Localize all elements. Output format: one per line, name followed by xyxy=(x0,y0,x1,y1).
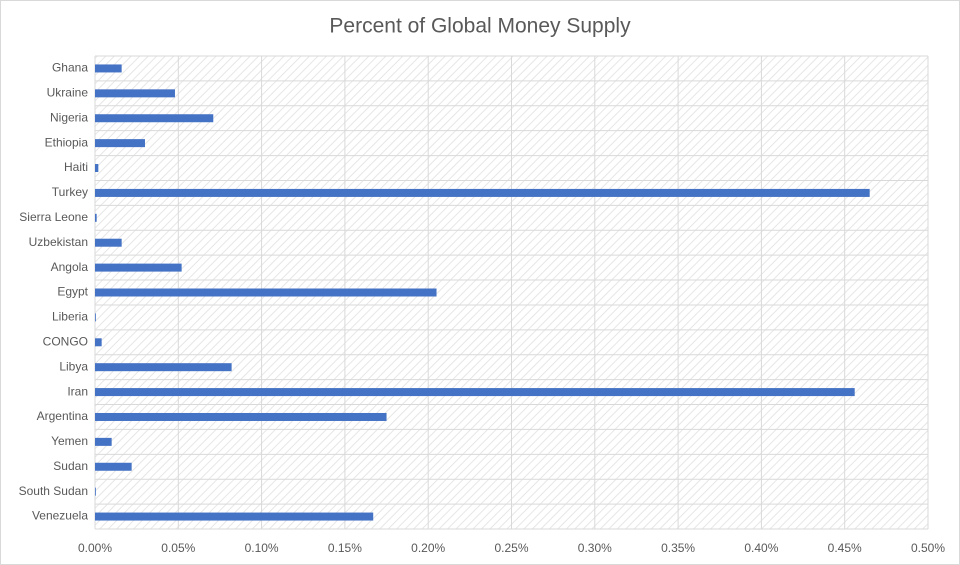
bar xyxy=(95,288,437,297)
y-tick-label: Iran xyxy=(67,384,88,398)
x-tick-label: 0.25% xyxy=(494,541,528,555)
x-tick-label: 0.10% xyxy=(245,541,279,555)
bar xyxy=(95,139,145,148)
bar xyxy=(95,164,99,173)
y-tick-label: Argentina xyxy=(37,409,89,423)
y-tick-label: Uzbekistan xyxy=(29,235,88,249)
bar xyxy=(95,89,175,98)
y-tick-label: Sudan xyxy=(53,459,88,473)
bar xyxy=(95,437,112,446)
y-tick-label: Liberia xyxy=(52,310,88,324)
y-tick-label: Libya xyxy=(59,359,88,373)
y-tick-label: Ethiopia xyxy=(45,135,89,149)
y-tick-label: Sierra Leone xyxy=(19,210,88,224)
x-tick-label: 0.50% xyxy=(911,541,945,555)
bar xyxy=(95,363,232,372)
y-tick-label: Nigeria xyxy=(50,110,88,124)
y-tick-label: Egypt xyxy=(57,285,88,299)
y-tick-label: Venezuela xyxy=(32,509,88,523)
x-tick-label: 0.15% xyxy=(328,541,362,555)
bar xyxy=(95,338,102,347)
bar xyxy=(95,313,96,322)
bar xyxy=(95,64,122,73)
bar xyxy=(95,213,97,222)
bar xyxy=(95,114,214,123)
bar xyxy=(95,462,132,471)
bar xyxy=(95,188,870,197)
y-tick-label: Ukraine xyxy=(47,86,89,100)
x-tick-label: 0.35% xyxy=(661,541,695,555)
bar xyxy=(95,512,374,521)
chart-title: Percent of Global Money Supply xyxy=(329,15,631,38)
y-tick-label: South Sudan xyxy=(19,484,88,498)
x-tick-label: 0.20% xyxy=(411,541,445,555)
bar xyxy=(95,388,855,397)
x-tick-label: 0.05% xyxy=(161,541,195,555)
x-tick-label: 0.45% xyxy=(828,541,862,555)
bar xyxy=(95,412,387,421)
y-tick-label: Turkey xyxy=(52,185,88,199)
y-tick-label: Yemen xyxy=(51,434,88,448)
x-tick-label: 0.40% xyxy=(744,541,778,555)
y-tick-label: Angola xyxy=(51,260,89,274)
x-tick-label: 0.00% xyxy=(78,541,112,555)
y-tick-label: Ghana xyxy=(52,61,88,75)
bar xyxy=(95,238,122,247)
bar xyxy=(95,263,182,272)
y-tick-label: Haiti xyxy=(64,160,88,174)
x-tick-label: 0.30% xyxy=(578,541,612,555)
bar xyxy=(95,487,96,496)
y-tick-label: CONGO xyxy=(43,334,88,348)
